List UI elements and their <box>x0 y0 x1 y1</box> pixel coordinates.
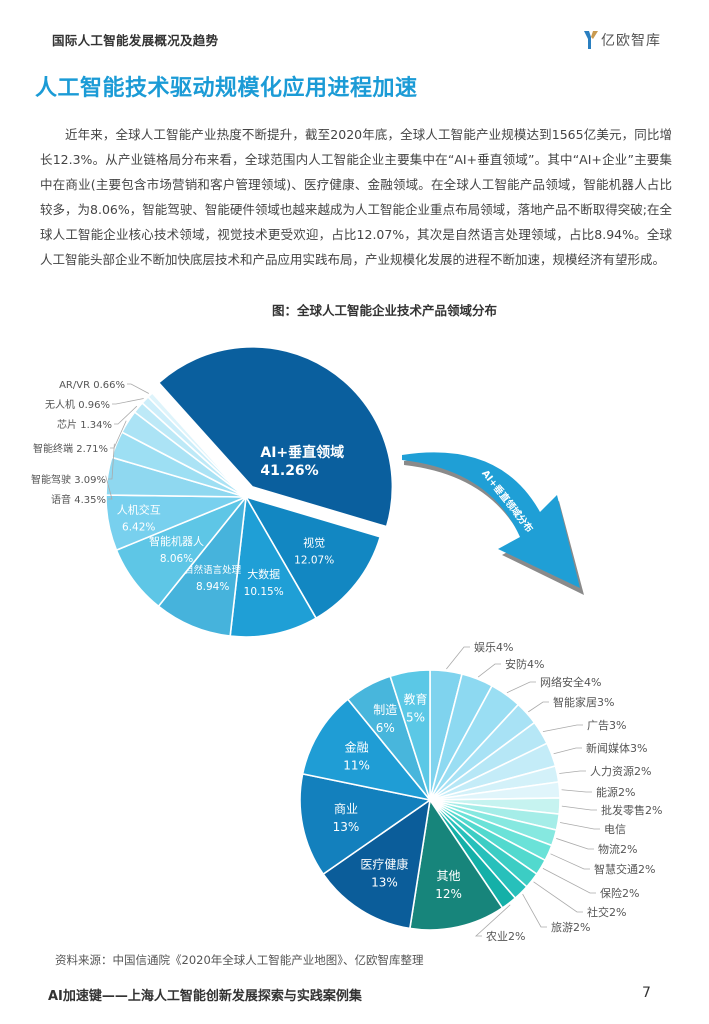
leader-line <box>114 405 138 425</box>
chart-label: 41.26% <box>260 463 318 479</box>
chart-label: 8.94% <box>196 581 229 593</box>
leader-line <box>112 398 144 405</box>
source-note: 资料来源：中国信通院《2020年全球人工智能产业地图》、亿欧智库整理 <box>55 953 424 967</box>
chart-label: 旅游2% <box>551 920 590 934</box>
leader-line <box>474 904 511 937</box>
chart-label: 物流2% <box>598 842 637 856</box>
chart-label: 能源2% <box>596 785 635 799</box>
footer-title: AI加速键——上海人工智能创新发展探索与实践案例集 <box>48 989 362 1004</box>
body-paragraph: 近年来，全球人工智能产业热度不断提升，截至2020年底，全球人工智能产业规模达到… <box>40 122 672 272</box>
figure-title: 图：全球人工智能企业技术产品领域分布 <box>271 303 497 318</box>
chart-label: 无人机 0.96% <box>45 398 110 411</box>
chart-label: 6% <box>376 721 395 735</box>
chart-label: 制造 <box>373 703 397 717</box>
chart-label: 其他 <box>437 869 461 883</box>
chart-label: 12% <box>435 887 462 901</box>
chart-label: 智能机器人 <box>149 534 204 548</box>
chart-label: 人力资源2% <box>590 764 651 778</box>
paragraph-text: 近年来，全球人工智能产业热度不断提升，截至2020年底，全球人工智能产业规模达到… <box>40 127 672 267</box>
chart-label: 电信 <box>604 823 626 836</box>
chart-label: 人机交互 <box>117 502 161 516</box>
leader-line <box>110 420 127 449</box>
leader-line <box>561 789 592 793</box>
pie-chart-tech-domains: AI+垂直领域 41.26% 视觉 12.07% 大数据 10.15%自然语言处理 8.94… <box>31 346 394 638</box>
chart-label: AR/VR 0.66% <box>59 380 125 391</box>
chart-label: 芯片 1.34% <box>57 418 112 431</box>
chart-label: 大数据 <box>247 567 280 581</box>
chart-label: 智能家居3% <box>553 695 614 709</box>
chart-label: 安防4% <box>505 657 544 671</box>
pie-chart-vertical-domains: 娱乐4% 安防4% 网络安全4% 智能家居3% 广告3% 新闻媒体3% 人力资源2% 能源2%… <box>299 640 662 943</box>
chart-label: 保险2% <box>600 886 639 900</box>
leader-line <box>542 724 583 733</box>
pie-slice <box>244 495 382 620</box>
leader-line <box>559 770 586 774</box>
leader-line <box>559 822 600 830</box>
leader-line <box>477 663 501 678</box>
leader-line <box>108 443 115 480</box>
pie-charts-figure: AI+垂直领域 41.26% 视觉 12.07% 大数据 10.15%自然语言处理 8.94… <box>31 346 662 943</box>
page-title: 人工智能技术驱动规模化应用进程加速 <box>35 76 418 101</box>
chart-label: 13% <box>333 820 360 834</box>
leader-line <box>506 681 536 694</box>
pie-slice <box>146 391 247 498</box>
y-logo-icon <box>584 31 598 49</box>
chart-label: 11% <box>343 759 370 773</box>
chart-label: 金融 <box>345 740 369 755</box>
leader-line <box>550 853 590 870</box>
leader-line <box>528 701 549 713</box>
leader-line <box>556 838 594 850</box>
pie-slice <box>389 669 431 801</box>
chart-label: 社交2% <box>587 905 626 919</box>
chart-label: 新闻媒体3% <box>586 741 647 755</box>
chart-label: 农业2% <box>486 929 525 943</box>
leader-line <box>542 868 596 894</box>
brand-logo: 亿欧智库 <box>584 30 661 50</box>
running-header: 国际人工智能发展概况及趋势 <box>52 33 219 48</box>
pie-slice <box>299 772 432 876</box>
chart-label: 语音 4.35% <box>51 493 106 506</box>
chart-label: 12.07% <box>294 555 334 567</box>
leader-line <box>561 805 597 811</box>
chart-label: 智能驾驶 3.09% <box>31 473 106 486</box>
pie-slice <box>408 797 504 931</box>
chart-label: 智慧交通2% <box>594 862 655 876</box>
chart-label: 娱乐4% <box>474 640 513 654</box>
chart-label: 商业 <box>334 801 358 816</box>
chart-label: 13% <box>371 876 398 890</box>
leader-line <box>127 383 150 394</box>
chart-label: 6.42% <box>122 521 155 533</box>
pie-slice <box>157 346 394 528</box>
chart-label: 视觉 <box>303 536 325 550</box>
page-number: 7 <box>642 985 651 1001</box>
pie-slice <box>229 494 318 638</box>
leader-line <box>533 881 583 913</box>
chart-label: 广告3% <box>587 719 626 732</box>
leader-line <box>105 475 113 500</box>
logo-text: 亿欧智库 <box>601 33 661 49</box>
chart-label: 医疗健康 <box>360 857 408 872</box>
pie-slice <box>301 698 433 802</box>
leader-line <box>446 646 470 670</box>
chart-label: 自然语言处理 <box>184 564 242 576</box>
pie-slice <box>322 798 432 930</box>
flow-arrow: AI+垂直领域分布 <box>402 452 584 595</box>
chart-label: 教育 <box>403 692 427 707</box>
chart-label: 8.06% <box>160 553 193 565</box>
chart-label: 10.15% <box>244 586 284 598</box>
leader-line <box>522 893 547 928</box>
chart-label: 批发零售2% <box>601 803 662 817</box>
leader-line <box>553 747 582 755</box>
chart-label: AI+垂直领域 <box>260 444 344 461</box>
chart-label: 网络安全4% <box>540 675 601 689</box>
chart-label: 5% <box>406 711 425 725</box>
arrow-icon <box>402 452 580 588</box>
chart-label: 智能终端 2.71% <box>33 442 108 455</box>
